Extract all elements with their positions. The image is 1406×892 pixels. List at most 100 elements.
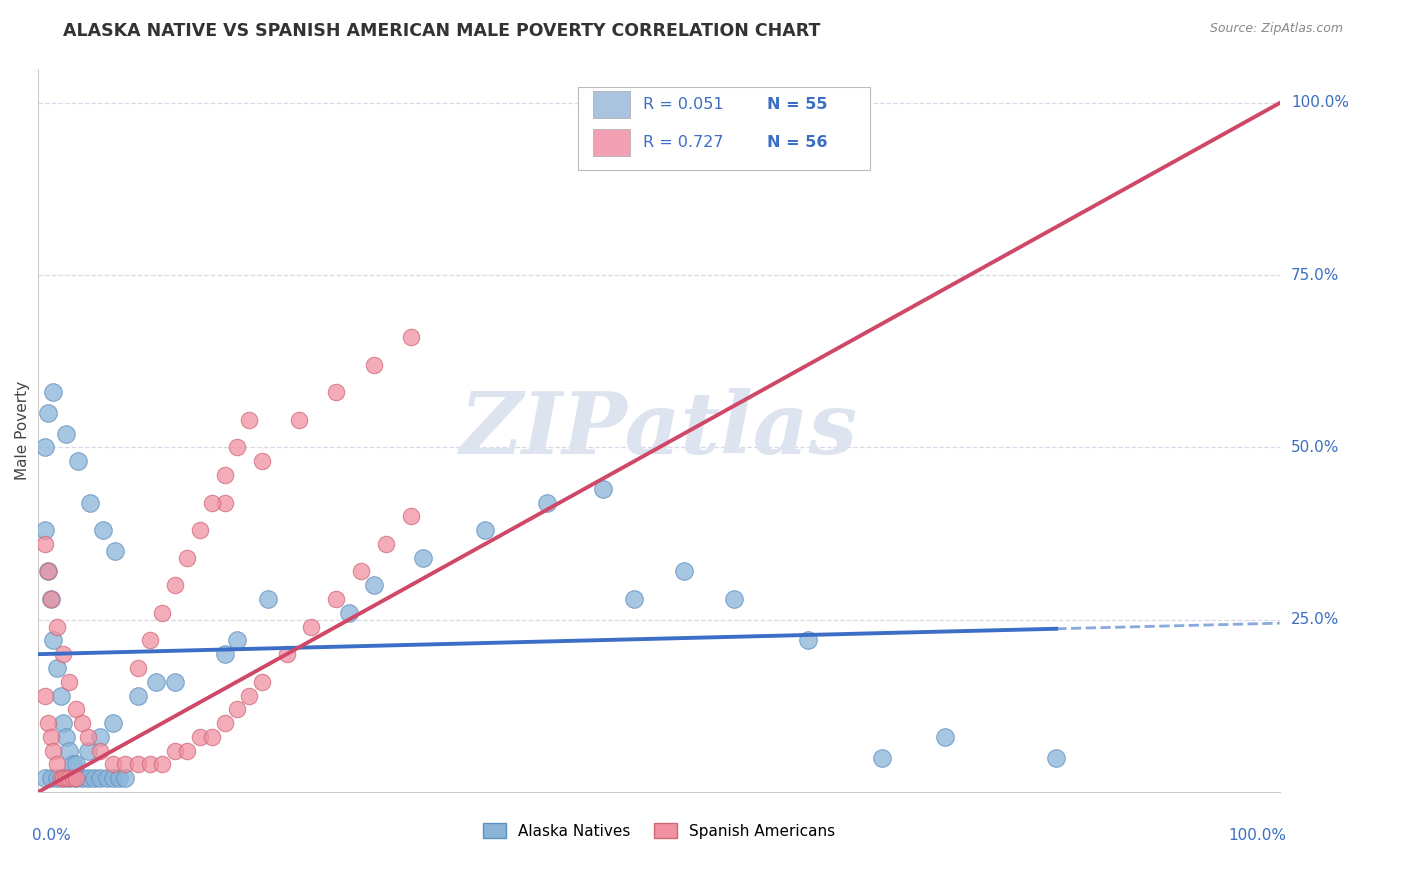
Point: [62, 757, 84, 772]
Point: [101, 716, 124, 731]
Point: [163, 578, 186, 592]
Legend: Alaska Natives, Spanish Americans: Alaska Natives, Spanish Americans: [484, 822, 835, 838]
Point: [34, 441, 56, 455]
Point: [39, 592, 62, 607]
Text: ZIPatlas: ZIPatlas: [460, 389, 858, 472]
Point: [152, 606, 174, 620]
Point: [163, 674, 186, 689]
Point: [58, 771, 80, 785]
Point: [127, 757, 149, 772]
Point: [46, 661, 69, 675]
Point: [58, 771, 80, 785]
Point: [226, 441, 249, 455]
Text: 75.0%: 75.0%: [1291, 268, 1339, 283]
Text: 50.0%: 50.0%: [1291, 440, 1339, 455]
Point: [623, 592, 645, 607]
Point: [374, 537, 396, 551]
Text: R = 0.051: R = 0.051: [643, 97, 724, 112]
Point: [145, 674, 167, 689]
Point: [363, 578, 385, 592]
Point: [65, 702, 87, 716]
Point: [214, 647, 236, 661]
Point: [108, 771, 131, 785]
Point: [250, 674, 273, 689]
Point: [474, 523, 496, 537]
Point: [214, 716, 236, 731]
Text: 100.0%: 100.0%: [1227, 828, 1286, 843]
Text: 25.0%: 25.0%: [1291, 612, 1339, 627]
Point: [127, 689, 149, 703]
Point: [257, 592, 280, 607]
Point: [797, 633, 820, 648]
Point: [55, 771, 77, 785]
Text: ALASKA NATIVE VS SPANISH AMERICAN MALE POVERTY CORRELATION CHART: ALASKA NATIVE VS SPANISH AMERICAN MALE P…: [63, 22, 821, 40]
Point: [592, 482, 614, 496]
Point: [46, 771, 69, 785]
Point: [52, 647, 75, 661]
Point: [37, 565, 59, 579]
Point: [96, 771, 118, 785]
Point: [77, 771, 100, 785]
Point: [37, 716, 59, 731]
Point: [276, 647, 298, 661]
Point: [55, 426, 77, 441]
Point: [62, 771, 84, 785]
Point: [201, 730, 224, 744]
Point: [201, 495, 224, 509]
Point: [49, 689, 72, 703]
Point: [65, 771, 87, 785]
Point: [163, 744, 186, 758]
Point: [101, 771, 124, 785]
Point: [65, 757, 87, 772]
Point: [337, 606, 360, 620]
Point: [67, 454, 90, 468]
Point: [37, 406, 59, 420]
Point: [55, 730, 77, 744]
Point: [34, 523, 56, 537]
Point: [152, 757, 174, 772]
Point: [114, 757, 136, 772]
Point: [301, 619, 323, 633]
Text: N = 55: N = 55: [768, 97, 828, 112]
Point: [34, 537, 56, 551]
Point: [49, 771, 72, 785]
Point: [42, 385, 65, 400]
Text: 100.0%: 100.0%: [1291, 95, 1348, 111]
Point: [104, 544, 127, 558]
Point: [89, 771, 111, 785]
Point: [399, 330, 422, 344]
FancyBboxPatch shape: [593, 128, 630, 156]
Point: [412, 550, 434, 565]
Text: Source: ZipAtlas.com: Source: ZipAtlas.com: [1209, 22, 1343, 36]
Point: [139, 757, 162, 772]
Point: [214, 468, 236, 483]
Point: [101, 757, 124, 772]
Point: [872, 750, 894, 764]
Point: [70, 716, 93, 731]
Point: [1045, 750, 1067, 764]
Point: [226, 702, 249, 716]
Point: [46, 757, 69, 772]
Point: [139, 633, 162, 648]
Y-axis label: Male Poverty: Male Poverty: [15, 381, 30, 480]
Point: [226, 633, 249, 648]
Point: [70, 771, 93, 785]
Point: [42, 744, 65, 758]
Point: [34, 771, 56, 785]
Point: [77, 730, 100, 744]
Point: [176, 744, 198, 758]
Point: [42, 633, 65, 648]
Point: [176, 550, 198, 565]
Point: [65, 771, 87, 785]
Point: [934, 730, 956, 744]
Point: [58, 744, 80, 758]
Point: [37, 565, 59, 579]
Point: [350, 565, 373, 579]
Point: [238, 689, 260, 703]
Point: [214, 495, 236, 509]
Point: [672, 565, 695, 579]
Point: [91, 523, 114, 537]
Text: N = 56: N = 56: [768, 135, 828, 150]
Point: [58, 674, 80, 689]
Point: [114, 771, 136, 785]
